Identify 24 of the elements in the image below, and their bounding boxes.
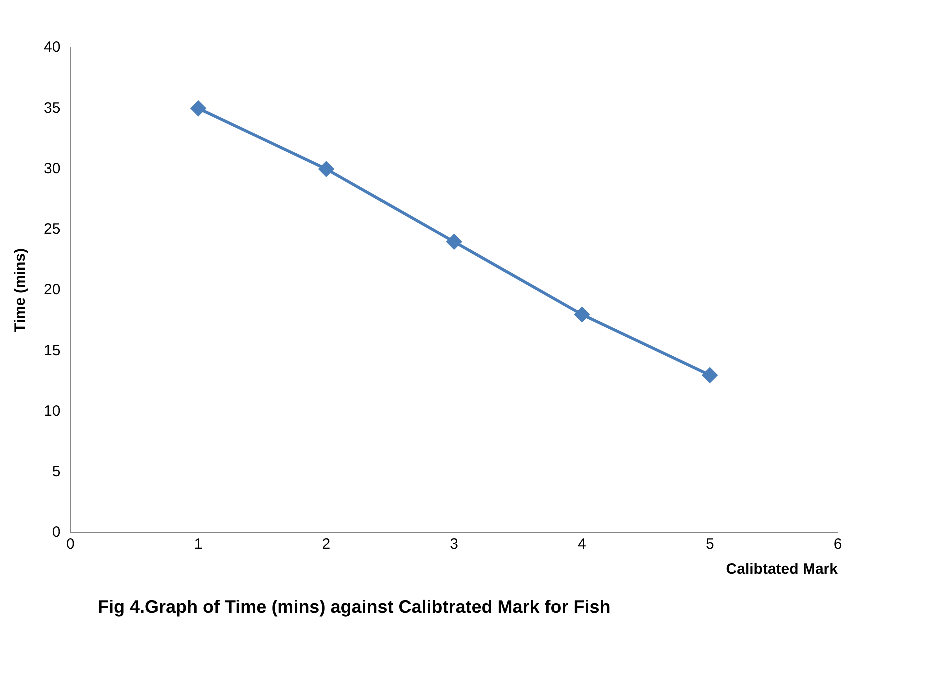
x-tick-label: 4 bbox=[578, 536, 586, 554]
x-tick-label: 5 bbox=[706, 536, 714, 554]
point bbox=[446, 234, 462, 250]
point bbox=[318, 162, 334, 177]
y-tick-label: 30 bbox=[44, 160, 61, 178]
y-tick-label: 25 bbox=[44, 221, 61, 238]
x-tick-label: 0 bbox=[66, 536, 75, 554]
y-tick-label: 15 bbox=[44, 342, 61, 360]
y-tick-label: 40 bbox=[44, 39, 61, 56]
y-tick-label: 35 bbox=[44, 100, 61, 117]
x-tick-label: 2 bbox=[322, 536, 331, 554]
point bbox=[574, 307, 590, 322]
x-tick-label: 1 bbox=[194, 536, 203, 554]
y-tick-label: 20 bbox=[44, 282, 61, 299]
caption: Fig 4.Graph of Time (mins) against Calibtrated Mark for Fish bbox=[98, 597, 612, 618]
y-tick-label: 0 bbox=[52, 524, 61, 542]
y-tick-label: 10 bbox=[44, 402, 61, 420]
x-tick-label: 6 bbox=[834, 536, 842, 554]
point bbox=[191, 101, 206, 116]
y-tick-label: 5 bbox=[52, 464, 61, 481]
x-tick-label: 3 bbox=[450, 536, 459, 554]
y-axis-title: Time (mins) bbox=[12, 248, 30, 332]
point bbox=[702, 368, 718, 383]
x-axis-title: Calibtated Mark bbox=[726, 561, 839, 578]
